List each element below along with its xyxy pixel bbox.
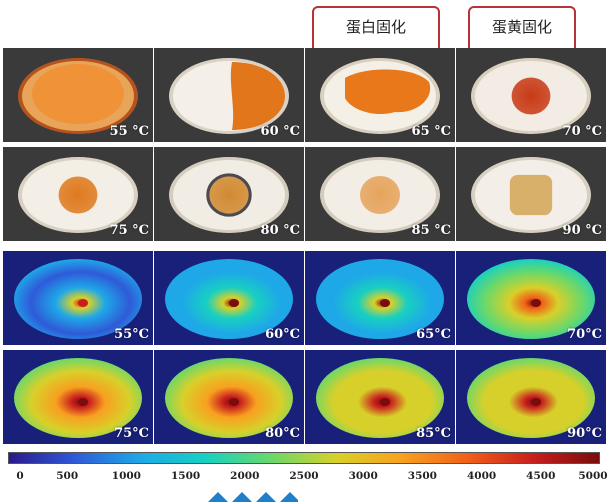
temperature-label: 60 °C [260, 124, 300, 139]
temperature-label: 55 °C [109, 124, 149, 139]
heat-hotspot [78, 398, 88, 406]
heat-egg [14, 259, 142, 339]
egg-photo-panel: 65 °C [305, 48, 455, 142]
colorbar-tick-label: 0 [16, 470, 24, 482]
heatmap-image [467, 358, 595, 438]
temperature-label: 55°C [114, 327, 149, 342]
heatmap-image [316, 259, 444, 339]
heat-egg [165, 259, 293, 339]
temperature-label: 90°C [567, 426, 602, 441]
egg-cross-section-image [169, 58, 289, 134]
temperature-label: 75 °C [109, 223, 149, 238]
heat-egg [165, 358, 293, 438]
egg-yolk [360, 175, 400, 215]
temperature-label: 80 °C [260, 223, 300, 238]
colorbar-tick-label: 3000 [348, 470, 378, 482]
heat-hotspot [78, 299, 88, 307]
temperature-label: 80°C [265, 426, 300, 441]
temperature-label: 75°C [114, 426, 149, 441]
egg-yolk [58, 176, 98, 214]
egg-cross-section-image [18, 58, 138, 134]
heat-hotspot [229, 398, 239, 406]
heat-egg [316, 358, 444, 438]
heat-hotspot [531, 299, 541, 307]
heatmap-panel: 60°C [154, 251, 304, 345]
heatmap-panel: 65°C [305, 251, 455, 345]
annotation-label: 蛋白固化 [345, 18, 406, 36]
heat-egg [14, 358, 142, 438]
heatmap-image [14, 358, 142, 438]
egg-yolk [207, 174, 251, 216]
heatmap-image [467, 259, 595, 339]
egg-yolk [230, 62, 285, 130]
heatmap-image [165, 259, 293, 339]
egg-photo-panel: 55 °C [3, 48, 153, 142]
egg-cross-section-image [471, 157, 591, 233]
colorbar-tick-label: 2500 [289, 470, 319, 482]
heat-hotspot [229, 299, 239, 307]
temperature-label: 85 °C [411, 223, 451, 238]
heat-egg [467, 259, 595, 339]
temperature-label: 65°C [416, 327, 451, 342]
temperature-label: 70 °C [562, 124, 602, 139]
egg-cross-section-image [471, 58, 591, 134]
heatmap-panel: 90°C [456, 350, 606, 444]
egg-cross-section-image [320, 157, 440, 233]
colorbar-tick-label: 5000 [578, 470, 608, 482]
heat-hotspot [531, 398, 541, 406]
heatmap-panel: 70°C [456, 251, 606, 345]
annotation-label: 蛋黄固化 [491, 18, 552, 36]
egg-yolk [345, 69, 431, 115]
temperature-label: 70°C [567, 327, 602, 342]
heat-egg [467, 358, 595, 438]
egg-cross-section-image [18, 157, 138, 233]
heatmap-image [165, 358, 293, 438]
egg-photo-panel: 85 °C [305, 147, 455, 241]
heat-hotspot [380, 398, 390, 406]
egg-yolk [32, 64, 124, 124]
egg-photo-panel: 90 °C [456, 147, 606, 241]
heat-hotspot [380, 299, 390, 307]
egg-cross-section-image [169, 157, 289, 233]
temperature-label: 65 °C [411, 124, 451, 139]
colorbar-tick-label: 1500 [170, 470, 201, 482]
watermark-logo-icon [208, 492, 298, 502]
egg-cross-section-image [320, 58, 440, 134]
temperature-label: 60°C [265, 327, 300, 342]
egg-photo-panel: 60 °C [154, 48, 304, 142]
heatmap-panel: 55°C [3, 251, 153, 345]
heat-egg [316, 259, 444, 339]
colorbar-tick-label: 3500 [407, 470, 437, 482]
egg-photo-panel: 75 °C [3, 147, 153, 241]
egg-yolk [511, 77, 551, 115]
heatmap-panel: 80°C [154, 350, 304, 444]
heatmap-panel: 85°C [305, 350, 455, 444]
colorbar [8, 452, 600, 464]
colorbar-tick-label: 1000 [111, 470, 141, 482]
heatmap-image [316, 358, 444, 438]
temperature-label: 85°C [416, 426, 451, 441]
colorbar-tick-label: 2000 [230, 470, 260, 482]
egg-photo-panel: 80 °C [154, 147, 304, 241]
yolk-gray-ring [206, 173, 252, 217]
egg-yolk [509, 174, 553, 216]
egg-photo-panel: 70 °C [456, 48, 606, 142]
heatmap-panel: 75°C [3, 350, 153, 444]
colorbar-tick-label: 4500 [526, 470, 556, 482]
colorbar-tick-label: 4000 [466, 470, 497, 482]
temperature-label: 90 °C [562, 223, 602, 238]
colorbar-tick-label: 500 [56, 470, 79, 482]
heatmap-image [14, 259, 142, 339]
